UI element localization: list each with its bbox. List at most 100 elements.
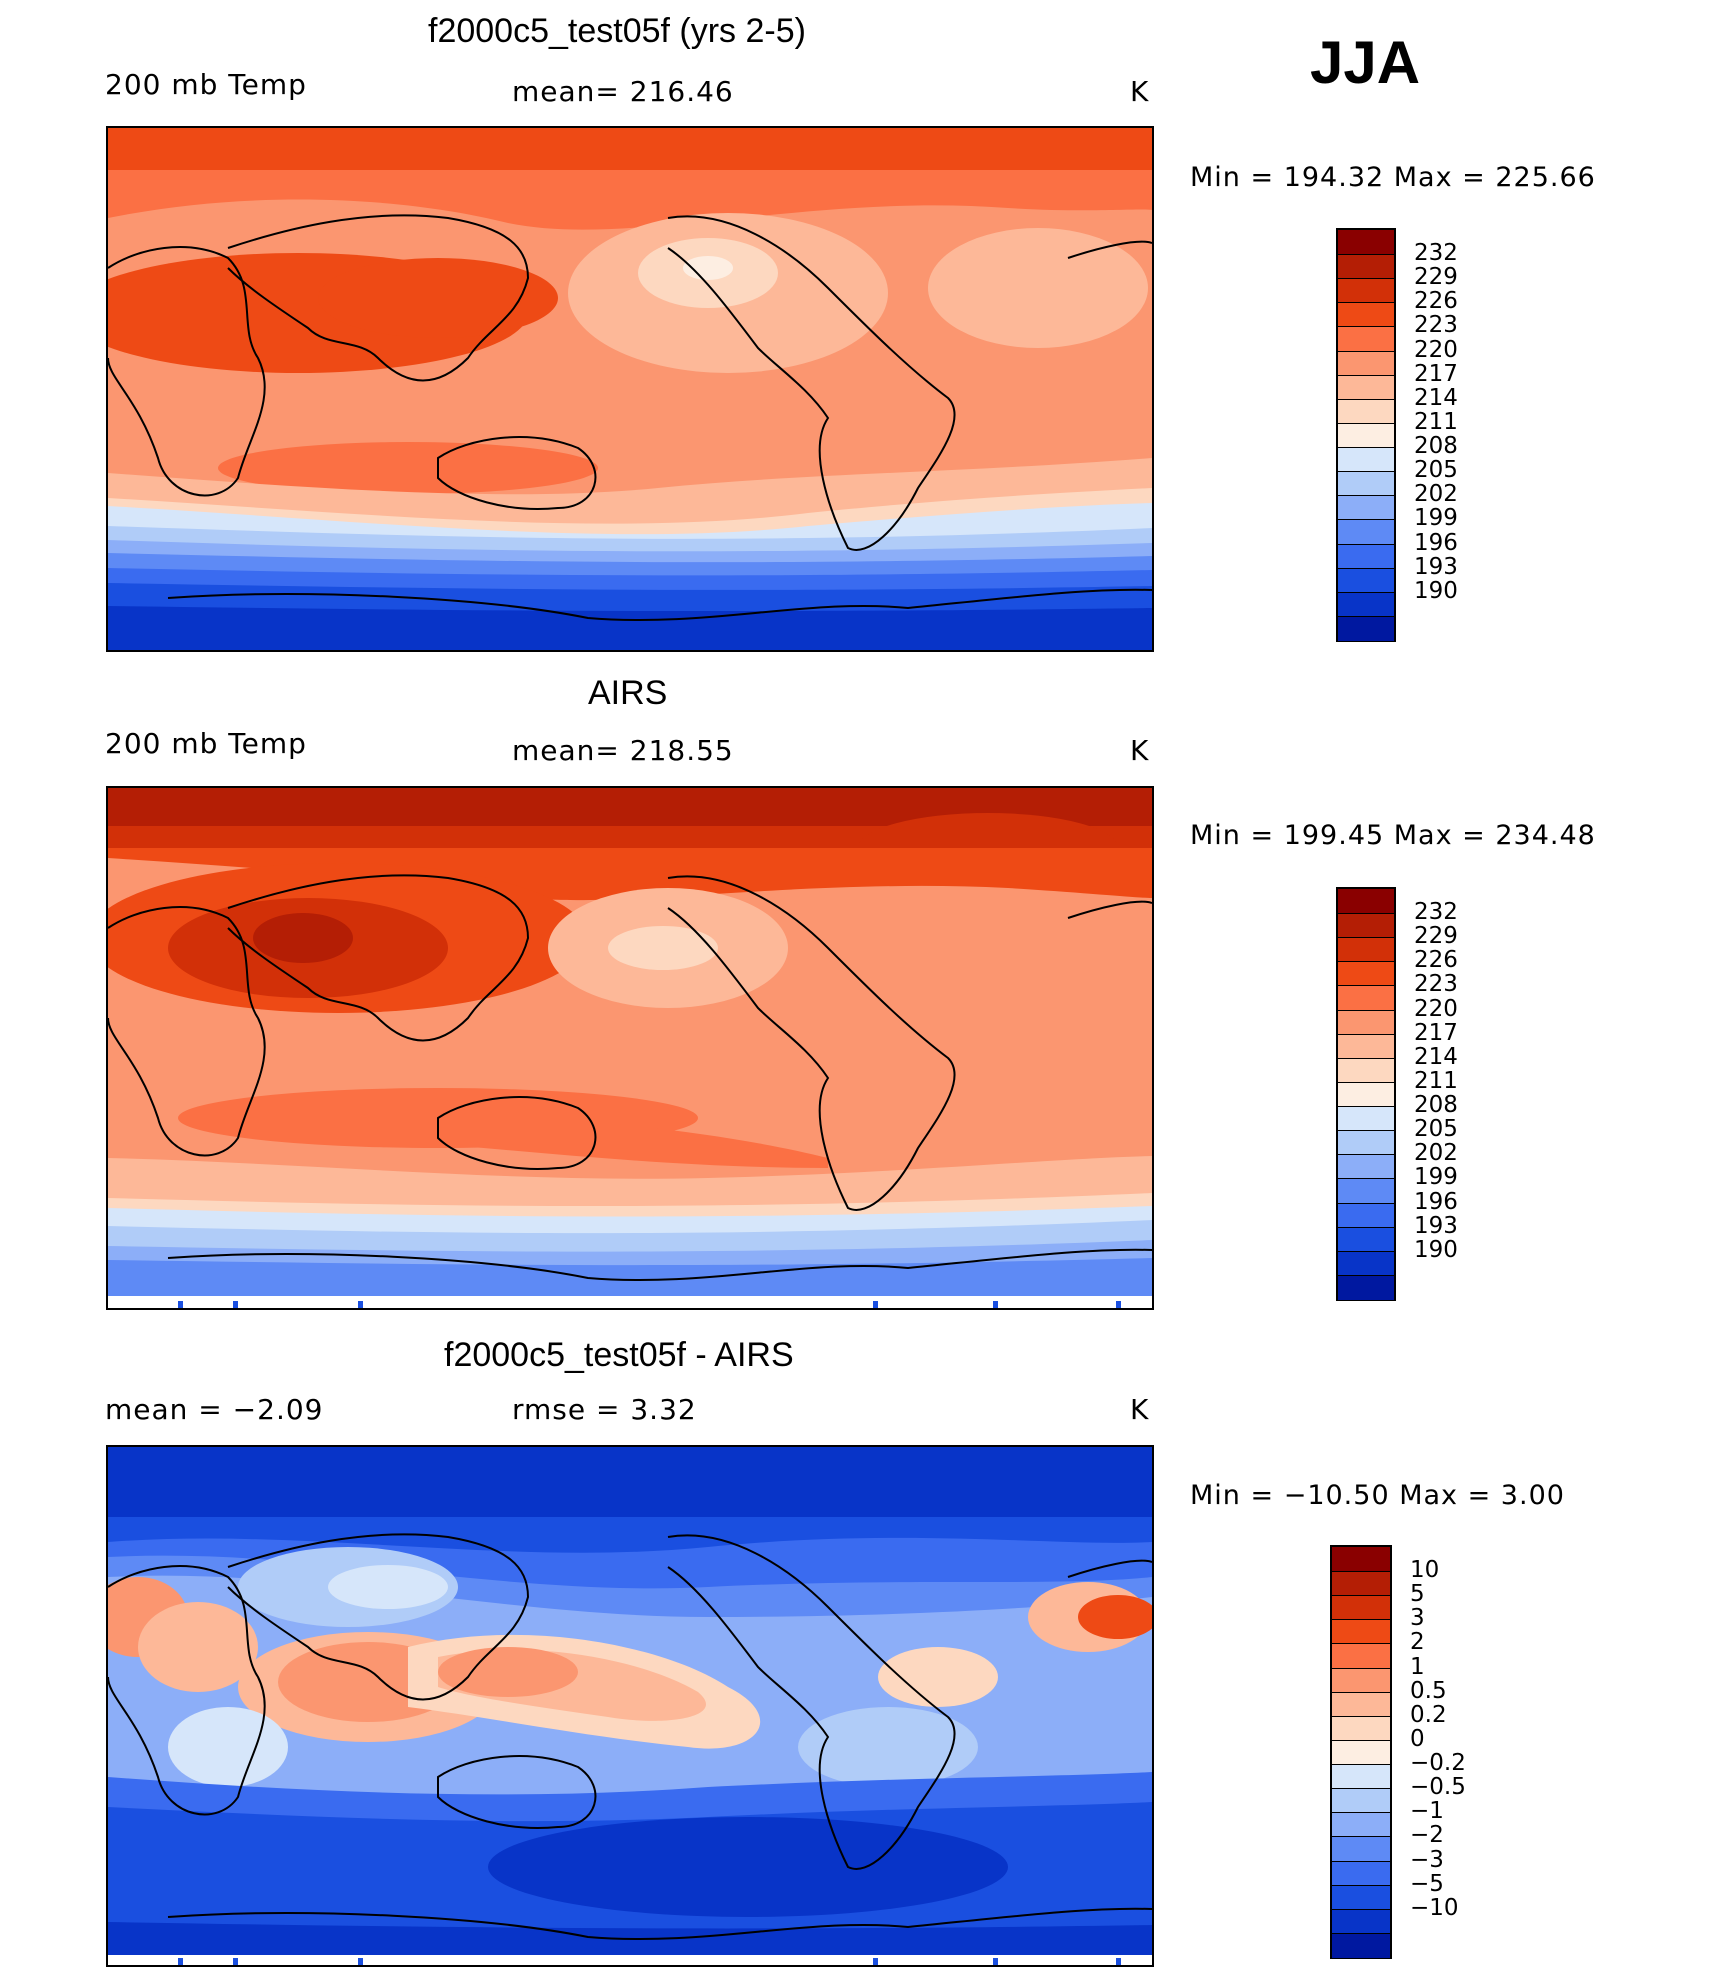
panel-2-contour-field [108,788,1152,1308]
colorbar-swatch [1338,302,1394,328]
colorbar-swatch [1338,543,1394,570]
colorbar-label: 193 [1414,553,1458,580]
colorbar-label: 205 [1414,457,1458,484]
colorbar-label: −10 [1410,1894,1459,1921]
colorbar-label: 211 [1414,408,1458,435]
colorbar-swatch [1338,1106,1394,1132]
colorbar-swatch [1338,985,1394,1012]
panel-3-axis-tick [873,1958,878,1965]
panel-3-contour-field [108,1447,1152,1965]
colorbar-swatch [1338,889,1394,914]
colorbar-label: −2 [1410,1822,1444,1849]
colorbar-label: 229 [1414,264,1458,291]
colorbar-label: 232 [1414,240,1458,267]
colorbar-swatch [1338,961,1394,987]
colorbar-swatch [1338,615,1394,642]
colorbar-swatch [1332,1643,1390,1670]
colorbar-label: 214 [1414,384,1458,411]
colorbar-swatch [1338,1081,1394,1108]
colorbar-label: 217 [1414,1019,1458,1046]
colorbar-label: −0.5 [1410,1774,1466,1801]
colorbar-swatch [1338,1202,1394,1229]
panel-3-title: f2000c5_test05f - AIRS [444,1336,794,1374]
colorbar-swatch [1332,1932,1390,1959]
panel-2-axis-tick [993,1301,998,1308]
colorbar-label: 10 [1410,1557,1440,1584]
colorbar-swatch [1338,326,1394,353]
panel-1-mean-label: mean= 216.46 [512,75,734,108]
colorbar-label: −3 [1410,1846,1444,1873]
colorbar-label: 208 [1414,1092,1458,1119]
colorbar-swatch [1338,591,1394,618]
colorbar-swatch [1338,519,1394,546]
colorbar-swatch [1332,1884,1390,1911]
colorbar-swatch [1338,350,1394,377]
colorbar-swatch [1332,1547,1390,1572]
colorbar-swatch [1332,1571,1390,1597]
colorbar-label: 202 [1414,1140,1458,1167]
panel-2-colorbar: 232 229 226 223 220 217 214 211 208 205 202 199 196 1… [1336,887,1486,1301]
colorbar-swatch [1338,1009,1394,1036]
colorbar-label: −1 [1410,1798,1444,1825]
colorbar-swatch [1338,1226,1394,1253]
colorbar-label: −5 [1410,1870,1444,1897]
colorbar-swatch [1338,422,1394,449]
colorbar-label: −0.2 [1410,1750,1466,1777]
colorbar-label: 220 [1414,336,1458,363]
panel-1-variable-label: 200 mb Temp [105,68,307,101]
colorbar-label: 196 [1414,529,1458,556]
colorbar-label: 214 [1414,1043,1458,1070]
colorbar-swatch [1338,374,1394,401]
colorbar-label: 211 [1414,1067,1458,1094]
panel-2-axis-tick [1116,1301,1121,1308]
colorbar-swatch [1332,1836,1390,1863]
colorbar-label: 217 [1414,360,1458,387]
colorbar-label: 223 [1414,971,1458,998]
colorbar-swatch [1338,1274,1394,1301]
colorbar-label: 226 [1414,288,1458,315]
colorbar-label: 1 [1410,1653,1425,1680]
colorbar-swatch [1332,1667,1390,1694]
colorbar-label: 0.2 [1410,1701,1447,1728]
colorbar-label: 226 [1414,947,1458,974]
colorbar-label: 0 [1410,1725,1425,1752]
colorbar-swatch [1332,1715,1390,1742]
colorbar-swatch [1338,278,1394,304]
colorbar-label: 199 [1414,1164,1458,1191]
panel-2-units-label: K [1130,734,1150,767]
panel-2-mean-label: mean= 218.55 [512,734,734,767]
panel-3-axis-tick [358,1958,363,1965]
colorbar-label: 190 [1414,577,1458,604]
panel-2-variable-label: 200 mb Temp [105,727,307,760]
colorbar-label: 3 [1410,1605,1425,1632]
panel-1-contour-field [108,128,1152,650]
panel-1-title: f2000c5_test05f (yrs 2-5) [428,12,806,50]
panel-2-axis-tick [178,1301,183,1308]
colorbar-swatch [1332,1908,1390,1935]
colorbar-swatch [1338,1250,1394,1277]
colorbar-swatch [1332,1739,1390,1766]
colorbar-label: 196 [1414,1188,1458,1215]
panel-3-minmax: Min = −10.50 Max = 3.00 [1190,1480,1565,1511]
colorbar-swatch [1332,1788,1390,1814]
colorbar-swatch [1338,495,1394,521]
panel-2-map [106,786,1154,1310]
colorbar-label: 193 [1414,1212,1458,1239]
panel-1-colorbar-swatches [1336,228,1396,642]
panel-1-minmax: Min = 194.32 Max = 225.66 [1190,162,1596,193]
colorbar-swatch [1338,1057,1394,1084]
panel-1-map [106,126,1154,652]
colorbar-swatch [1338,471,1394,497]
panel-2-axis-tick [358,1301,363,1308]
colorbar-label: 205 [1414,1116,1458,1143]
colorbar-swatch [1338,567,1394,594]
panel-3-colorbar-swatches [1330,1545,1392,1959]
colorbar-label: 202 [1414,481,1458,508]
colorbar-swatch [1338,913,1394,939]
panel-3-rmse-label: rmse = 3.32 [512,1393,697,1426]
colorbar-swatch [1332,1595,1390,1621]
colorbar-swatch [1332,1860,1390,1887]
colorbar-swatch [1338,1130,1394,1156]
panel-2-axis-tick [873,1301,878,1308]
colorbar-swatch [1332,1691,1390,1718]
